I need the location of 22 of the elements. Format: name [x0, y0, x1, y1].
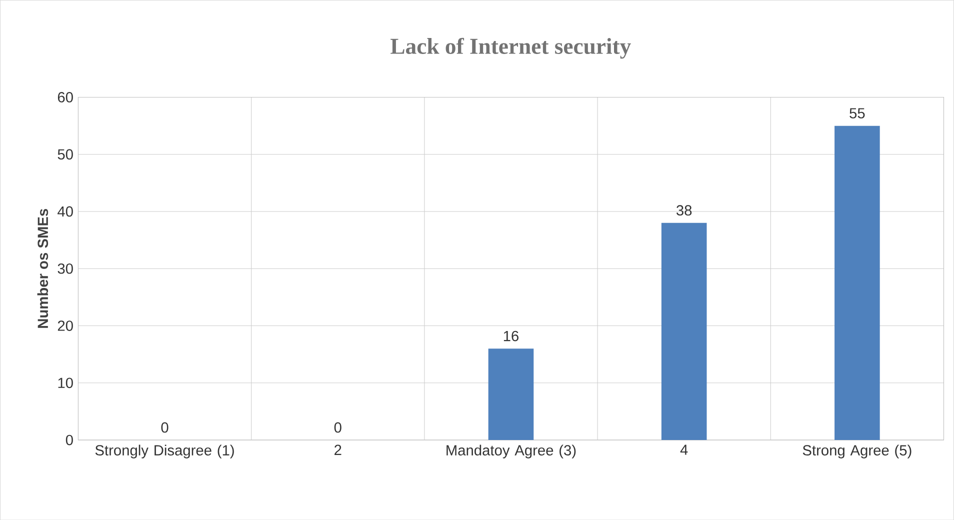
x-tick-label: Strong Agree (5) [802, 444, 912, 458]
x-tick-label: 2 [334, 444, 342, 455]
x-tick-label: Strongly Disagree (1) [95, 444, 234, 458]
y-tick-label: 0 [66, 434, 73, 446]
bar [834, 126, 880, 440]
data-label: 55 [850, 108, 865, 118]
x-tick-label: 4 [680, 444, 688, 455]
data-label: 0 [334, 422, 342, 433]
data-label: 38 [676, 205, 692, 216]
data-label: 0 [161, 422, 168, 433]
y-tick-label: 20 [58, 320, 73, 331]
y-tick-label: 50 [58, 149, 73, 160]
bar [488, 348, 534, 440]
data-label: 16 [504, 330, 518, 342]
y-tick-label: 60 [58, 92, 73, 102]
y-tick-label: 10 [58, 378, 73, 388]
y-axis-title: Number os SMEs [37, 208, 48, 328]
chart-title: Lack of Internet security [390, 38, 631, 59]
y-tick-label: 40 [58, 206, 73, 217]
x-tick-label: Mandatoy Agree (3) [446, 444, 576, 458]
bar [661, 222, 707, 440]
y-tick-label: 30 [58, 263, 73, 274]
